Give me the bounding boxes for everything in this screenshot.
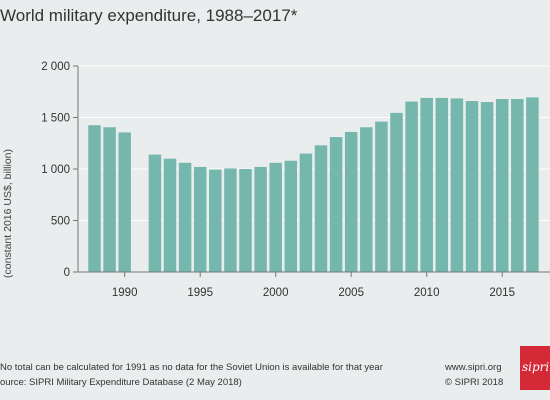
bar-2009 bbox=[405, 101, 418, 272]
bar-chart: 0 500 1 000 1 500 2 000 1990 1995 2000 2005 2010 2… bbox=[41, 61, 550, 299]
bar-2007 bbox=[375, 121, 388, 273]
bar-2008 bbox=[390, 112, 403, 273]
bar-2004 bbox=[329, 137, 343, 272]
bar-1990 bbox=[118, 132, 131, 272]
bar-1994 bbox=[178, 162, 192, 272]
bar-1989 bbox=[103, 127, 116, 272]
bar-2002 bbox=[299, 153, 313, 272]
bar-2010 bbox=[420, 97, 433, 273]
bar-2015 bbox=[495, 98, 509, 273]
bar-2013 bbox=[465, 101, 479, 273]
y-tick-label: 1 000 bbox=[41, 164, 70, 176]
bar-2001 bbox=[284, 160, 298, 272]
website-link[interactable]: www.sipri.org bbox=[445, 362, 502, 373]
bar-2017 bbox=[526, 97, 539, 272]
source-note: ource: SIPRI Military Expenditure Databa… bbox=[0, 377, 242, 388]
bar-1988 bbox=[88, 125, 101, 272]
bar-2016 bbox=[511, 98, 524, 273]
bar-1998 bbox=[239, 169, 252, 272]
sipri-logo-text: sipri bbox=[522, 360, 550, 374]
y-tick-label: 1 500 bbox=[41, 113, 70, 125]
x-tick-label: 1990 bbox=[112, 287, 138, 299]
bar-1993 bbox=[163, 158, 177, 272]
bar-2006 bbox=[360, 127, 373, 272]
y-tick-label: 500 bbox=[51, 216, 70, 228]
bar-1992 bbox=[148, 154, 162, 272]
bar-2014 bbox=[480, 102, 494, 272]
bar-2003 bbox=[314, 145, 328, 272]
x-tick-label: 2010 bbox=[414, 287, 440, 299]
chart-title: World military expenditure, 1988–2017* bbox=[0, 6, 298, 25]
bar-1996 bbox=[209, 169, 222, 272]
x-tick-label: 2005 bbox=[338, 287, 364, 299]
bar-2005 bbox=[344, 131, 358, 272]
footnote: No total can be calculated for 1991 as n… bbox=[0, 362, 383, 373]
bar-1997 bbox=[224, 168, 237, 272]
x-tick-label: 2015 bbox=[489, 287, 515, 299]
y-tick-label: 0 bbox=[64, 267, 70, 279]
copyright-note: © SIPRI 2018 bbox=[445, 377, 504, 388]
bar-2012 bbox=[450, 98, 464, 272]
bar-2011 bbox=[435, 97, 449, 273]
bar-2000 bbox=[269, 162, 282, 272]
sipri-logo: sipri bbox=[520, 346, 550, 390]
bar-1999 bbox=[254, 166, 267, 272]
x-tick-label: 1995 bbox=[187, 287, 213, 299]
y-axis-label: (constant 2016 US$, billion) bbox=[2, 149, 14, 278]
y-tick-label: 2 000 bbox=[41, 61, 70, 73]
x-tick-label: 2000 bbox=[263, 287, 289, 299]
bar-1995 bbox=[193, 166, 207, 272]
